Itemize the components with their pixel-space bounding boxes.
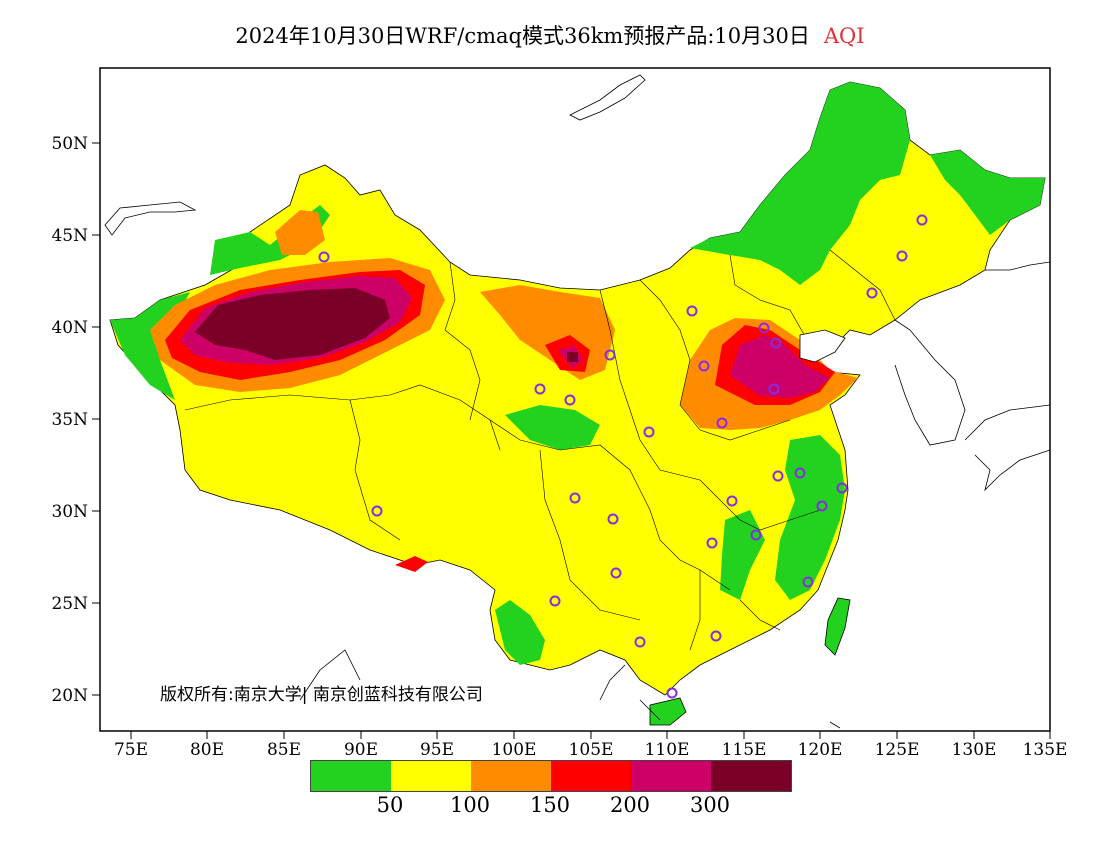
legend-swatch-unhealthy [551,761,631,791]
station-marker [816,500,828,512]
station-marker [750,529,762,541]
russia-coast [985,261,1051,271]
lon-label: 120E [798,740,843,760]
northeast-green [690,82,910,285]
station-marker [716,417,728,429]
lat-label: 35N [51,410,88,430]
hainan [649,697,687,726]
legend-label: 50 [376,793,404,817]
lon-label: 110E [645,740,690,760]
station-marker [666,687,678,699]
station-marker [549,595,561,607]
lon-label: 75E [114,740,148,760]
lon-label: 125E [875,740,920,760]
jiangnan-green [720,510,765,600]
title-main: 2024年10月30日WRF/cmaq模式36km预报产品:10月30日 [235,24,810,48]
station-marker [916,214,928,226]
legend-swatch-hazardous [711,761,791,791]
lanzhou-maroon [567,352,578,362]
station-markers [318,214,928,699]
north-china-purple [730,335,830,398]
legend-label: 300 [689,793,731,817]
lon-axis: 75E 80E 85E 90E 95E 100E 105E 110E 115E … [114,731,1067,760]
map-title: 2024年10月30日WRF/cmaq模式36km预报产品:10月30日 AQI [0,20,1100,50]
station-marker [318,251,330,263]
indochina-coast [299,649,841,729]
lon-label: 100E [492,740,537,760]
lon-label: 95E [420,740,454,760]
station-marker [643,426,655,438]
southwest-green [495,600,545,665]
lon-label: 115E [722,740,767,760]
title-aqi: AQI [823,24,865,48]
copyright-notice: 版权所有:南京大学| 南京创蓝科技有限公司 [160,685,483,705]
station-marker [726,495,738,507]
legend-label: 100 [449,793,491,817]
map-body [104,74,1051,729]
station-marker [802,576,814,588]
station-marker [706,537,718,549]
lon-label: 105E [569,740,614,760]
lat-label: 40N [51,318,88,338]
station-marker [866,287,878,299]
station-marker [564,394,576,406]
station-marker [770,337,782,349]
lat-label: 45N [51,226,88,246]
lon-label: 85E [267,740,301,760]
station-marker [758,322,770,334]
sichuan-green [505,405,600,450]
station-marker [896,250,908,262]
lon-label: 80E [190,740,224,760]
station-marker [371,505,383,517]
lon-label: 135E [1023,740,1068,760]
station-marker [604,349,616,361]
balkhash-lake [104,201,197,236]
dzungaria-orange [275,210,325,255]
aqi-legend [310,760,792,792]
station-marker [534,383,546,395]
lat-label: 30N [51,502,88,522]
station-marker [607,513,619,525]
province-boundaries [184,249,896,651]
lon-label: 90E [344,740,378,760]
legend-swatch-very-unhealthy [631,761,711,791]
lat-label: 20N [51,686,88,706]
korea-coast [894,319,966,446]
station-marker [772,470,784,482]
station-marker [610,567,622,579]
lat-label: 25N [51,594,88,614]
legend-swatch-moderate [391,761,471,791]
southeast-green [775,435,845,600]
legend-label: 200 [609,793,651,817]
lat-axis: 50N 45N 40N 35N 30N 25N 20N [51,134,100,706]
tarim-maroon [195,288,390,360]
station-marker [569,492,581,504]
heilongjiang-green [930,150,1045,235]
bohai-sea [799,329,846,363]
japan-coast [964,404,1051,492]
lon-label: 130E [952,740,997,760]
station-marker [710,630,722,642]
station-marker [686,305,698,317]
lat-label: 50N [51,134,88,154]
legend-label: 150 [529,793,571,817]
station-marker [794,467,806,479]
station-marker [836,482,848,494]
station-marker [768,383,780,395]
baikal-lake [569,74,646,121]
taiwan [824,597,851,656]
tibet-red [395,556,428,572]
station-marker [698,360,710,372]
legend-swatch-unhealthy-sensitive [471,761,551,791]
station-marker [634,636,646,648]
legend-swatch-good [311,761,391,791]
